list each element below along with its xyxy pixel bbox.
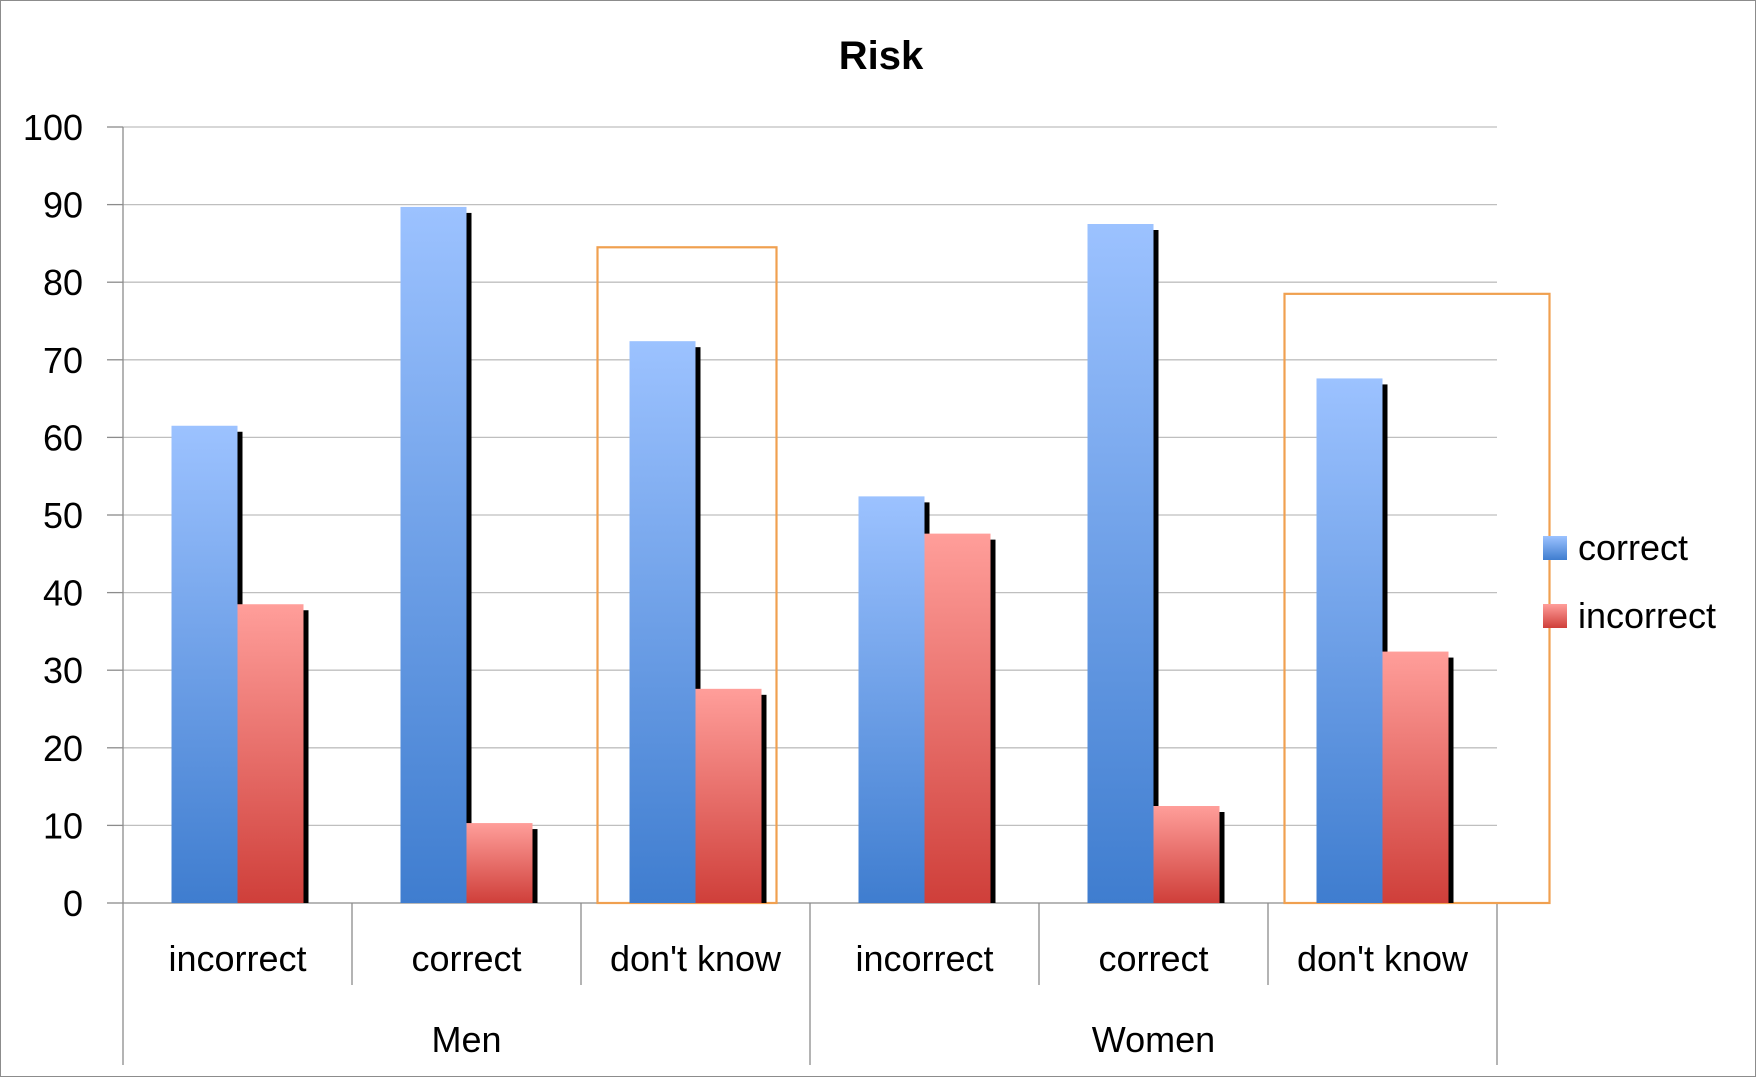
- chart-title: Risk: [839, 34, 924, 78]
- bar-incorrect: [695, 688, 762, 903]
- y-tick-label: 0: [63, 883, 83, 924]
- y-tick-label: 10: [43, 805, 83, 846]
- y-tick-label: 40: [43, 573, 83, 614]
- bar-incorrect: [1153, 806, 1220, 903]
- bar-incorrect: [466, 823, 533, 903]
- gridlines: [123, 126, 1497, 827]
- legend-swatch: [1543, 604, 1567, 628]
- axes: 0 10 20 30 40 50 60 70 80 90 100: [23, 107, 1498, 1065]
- y-tick-label: 100: [23, 107, 83, 148]
- x-group-label: Women: [1092, 1019, 1215, 1060]
- bar-correct: [858, 496, 925, 903]
- legend: correct incorrect: [1543, 527, 1716, 636]
- x-category-label: correct: [411, 938, 521, 979]
- y-tick-label: 80: [43, 262, 83, 303]
- legend-label: incorrect: [1578, 595, 1716, 636]
- bar-incorrect: [924, 533, 991, 903]
- x-group-label: Men: [431, 1019, 501, 1060]
- y-tick-label: 70: [43, 340, 83, 381]
- bar-correct: [1087, 224, 1154, 903]
- x-category-label: don't know: [610, 938, 782, 979]
- x-category-label: incorrect: [168, 938, 306, 979]
- bar-correct: [629, 341, 696, 903]
- bar-correct: [400, 206, 467, 904]
- bar-correct: [1316, 378, 1383, 903]
- x-axis-labels: incorrect correct don't know incorrect corre…: [168, 938, 1469, 1060]
- bars: [171, 206, 1454, 904]
- bar-incorrect: [1382, 651, 1449, 903]
- y-tick-label: 60: [43, 417, 83, 458]
- x-category-label: correct: [1098, 938, 1208, 979]
- y-tick-label: 90: [43, 185, 83, 226]
- y-tick-label: 30: [43, 650, 83, 691]
- bar-incorrect: [237, 604, 304, 903]
- y-tick-label: 20: [43, 728, 83, 769]
- legend-swatch: [1543, 536, 1567, 560]
- bar-correct: [171, 425, 238, 903]
- x-category-label: incorrect: [855, 938, 993, 979]
- legend-label: correct: [1578, 527, 1688, 568]
- y-tick-label: 50: [43, 495, 83, 536]
- x-category-label: don't know: [1297, 938, 1469, 979]
